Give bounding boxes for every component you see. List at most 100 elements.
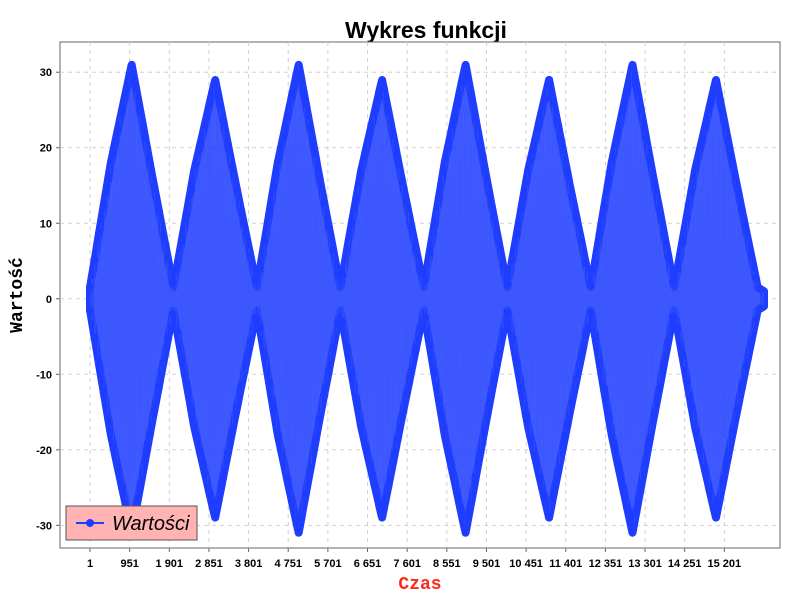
y-tick-label: -10 — [36, 369, 52, 381]
series-point — [361, 441, 370, 450]
series-point — [388, 458, 397, 467]
series-point — [104, 415, 113, 424]
series-point — [572, 214, 581, 223]
series-point — [728, 428, 737, 437]
series-point — [251, 275, 260, 284]
series-point — [604, 176, 613, 185]
series-point — [448, 468, 457, 477]
series-point — [274, 156, 283, 165]
series-point — [664, 253, 673, 262]
series-point — [200, 120, 209, 129]
x-axis-title: Czas — [398, 575, 441, 595]
series-point — [320, 391, 329, 400]
series-point — [471, 474, 480, 483]
series-point — [416, 322, 425, 331]
series-point — [177, 353, 186, 362]
series-point — [499, 327, 508, 336]
series-point — [269, 183, 278, 192]
x-tick-label: 7 601 — [393, 558, 421, 570]
series-point — [636, 483, 645, 492]
series-point — [705, 486, 714, 495]
series-point — [467, 90, 476, 99]
series-point — [407, 222, 416, 231]
series-point — [650, 180, 659, 189]
series-point — [306, 465, 315, 474]
series-point — [627, 525, 636, 534]
series-point — [90, 333, 99, 342]
series-point — [95, 361, 104, 370]
series-point — [508, 334, 517, 343]
series-point — [678, 350, 687, 359]
series-point — [425, 341, 434, 350]
series-point — [352, 194, 361, 203]
series-point — [462, 524, 471, 533]
series-point — [512, 229, 521, 238]
series-point — [191, 160, 200, 169]
series-point — [104, 173, 113, 182]
series-point — [164, 334, 173, 343]
series-point — [379, 505, 388, 514]
series-point — [384, 107, 393, 116]
series-point — [255, 323, 264, 332]
series-point — [370, 481, 379, 490]
series-point — [223, 450, 232, 459]
series-point — [141, 456, 150, 465]
series-point — [145, 158, 154, 167]
series-point — [191, 428, 200, 437]
series-point — [687, 402, 696, 411]
series-point — [682, 376, 691, 385]
series-point — [118, 483, 127, 492]
series-point — [421, 275, 430, 284]
series-point — [154, 382, 163, 391]
series-line — [89, 65, 765, 531]
series-point — [278, 135, 287, 144]
series-point — [494, 351, 503, 360]
series-point — [737, 383, 746, 392]
series-point — [600, 203, 609, 212]
series-point — [260, 351, 269, 360]
series-point — [512, 360, 521, 369]
series-point — [177, 236, 186, 245]
series-point — [696, 446, 705, 455]
series-point — [242, 230, 251, 239]
series-point — [691, 426, 700, 435]
series-point — [756, 284, 765, 293]
x-tick-label: 10 451 — [509, 558, 543, 570]
series-point — [462, 65, 471, 74]
series-point — [494, 237, 503, 246]
series-point — [131, 83, 140, 92]
series-point — [361, 148, 370, 157]
series-point — [467, 499, 476, 508]
series-point — [324, 222, 333, 231]
legend: Wartości — [65, 505, 198, 541]
series-point — [508, 255, 517, 264]
series-point — [246, 253, 255, 262]
series-point — [439, 166, 448, 175]
series-point — [737, 206, 746, 215]
series-point — [186, 184, 195, 193]
series-point — [159, 231, 168, 240]
series-point — [590, 331, 599, 340]
series-point — [379, 84, 388, 93]
series-point — [747, 251, 756, 260]
x-tick-label: 951 — [120, 558, 138, 570]
series-point — [324, 367, 333, 376]
series-point — [678, 238, 687, 247]
series-point — [485, 189, 494, 198]
series-point — [655, 204, 664, 213]
series-point — [86, 306, 94, 315]
series-point — [310, 440, 319, 449]
series-point — [687, 187, 696, 196]
series-point — [113, 127, 122, 136]
series-point — [554, 467, 563, 476]
series-point — [411, 244, 420, 253]
series-point — [618, 481, 627, 490]
y-tick-label: 20 — [40, 143, 52, 155]
series-point — [489, 375, 498, 384]
series-point — [287, 91, 296, 100]
series-point — [724, 452, 733, 461]
series-point — [347, 369, 356, 378]
series-point — [370, 108, 379, 117]
series-point — [545, 75, 554, 84]
series-point — [173, 327, 182, 336]
